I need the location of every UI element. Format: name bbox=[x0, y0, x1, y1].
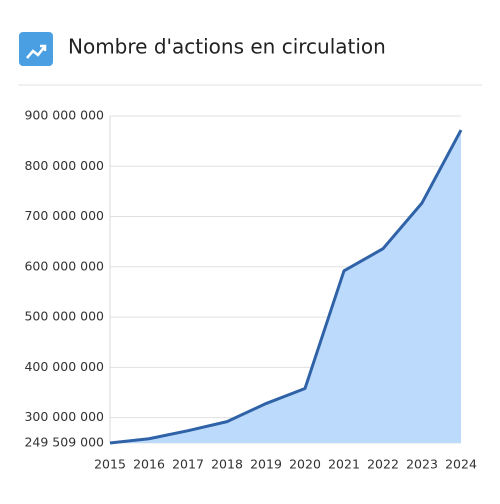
x-tick-label: 2016 bbox=[133, 457, 165, 472]
icon-glyph bbox=[40, 44, 47, 51]
title-icon bbox=[19, 32, 53, 66]
chart-title: Nombre d'actions en circulation bbox=[68, 35, 386, 59]
y-tick-label: 249 509 000 bbox=[24, 435, 104, 450]
area-fill bbox=[110, 130, 461, 444]
y-tick-label: 300 000 000 bbox=[24, 409, 104, 424]
x-tick-label: 2015 bbox=[94, 457, 126, 472]
x-tick-label: 2022 bbox=[367, 457, 399, 472]
x-tick-label: 2018 bbox=[211, 457, 243, 472]
x-tick-label: 2020 bbox=[289, 457, 321, 472]
y-tick-label: 900 000 000 bbox=[24, 108, 104, 123]
line bbox=[109, 129, 463, 445]
x-tick-label: 2017 bbox=[172, 457, 204, 472]
y-tick-label: 400 000 000 bbox=[24, 359, 104, 374]
y-tick-label: 600 000 000 bbox=[24, 258, 104, 273]
y-tick-label: 700 000 000 bbox=[24, 208, 104, 223]
icon-glyph bbox=[26, 45, 46, 59]
x-tick-label: 2023 bbox=[406, 457, 438, 472]
y-tick-label: 500 000 000 bbox=[24, 309, 104, 324]
x-tick-label: 2024 bbox=[445, 457, 477, 472]
y-tick-label: 800 000 000 bbox=[24, 158, 104, 173]
x-tick-label: 2019 bbox=[250, 457, 282, 472]
x-tick-label: 2021 bbox=[328, 457, 360, 472]
